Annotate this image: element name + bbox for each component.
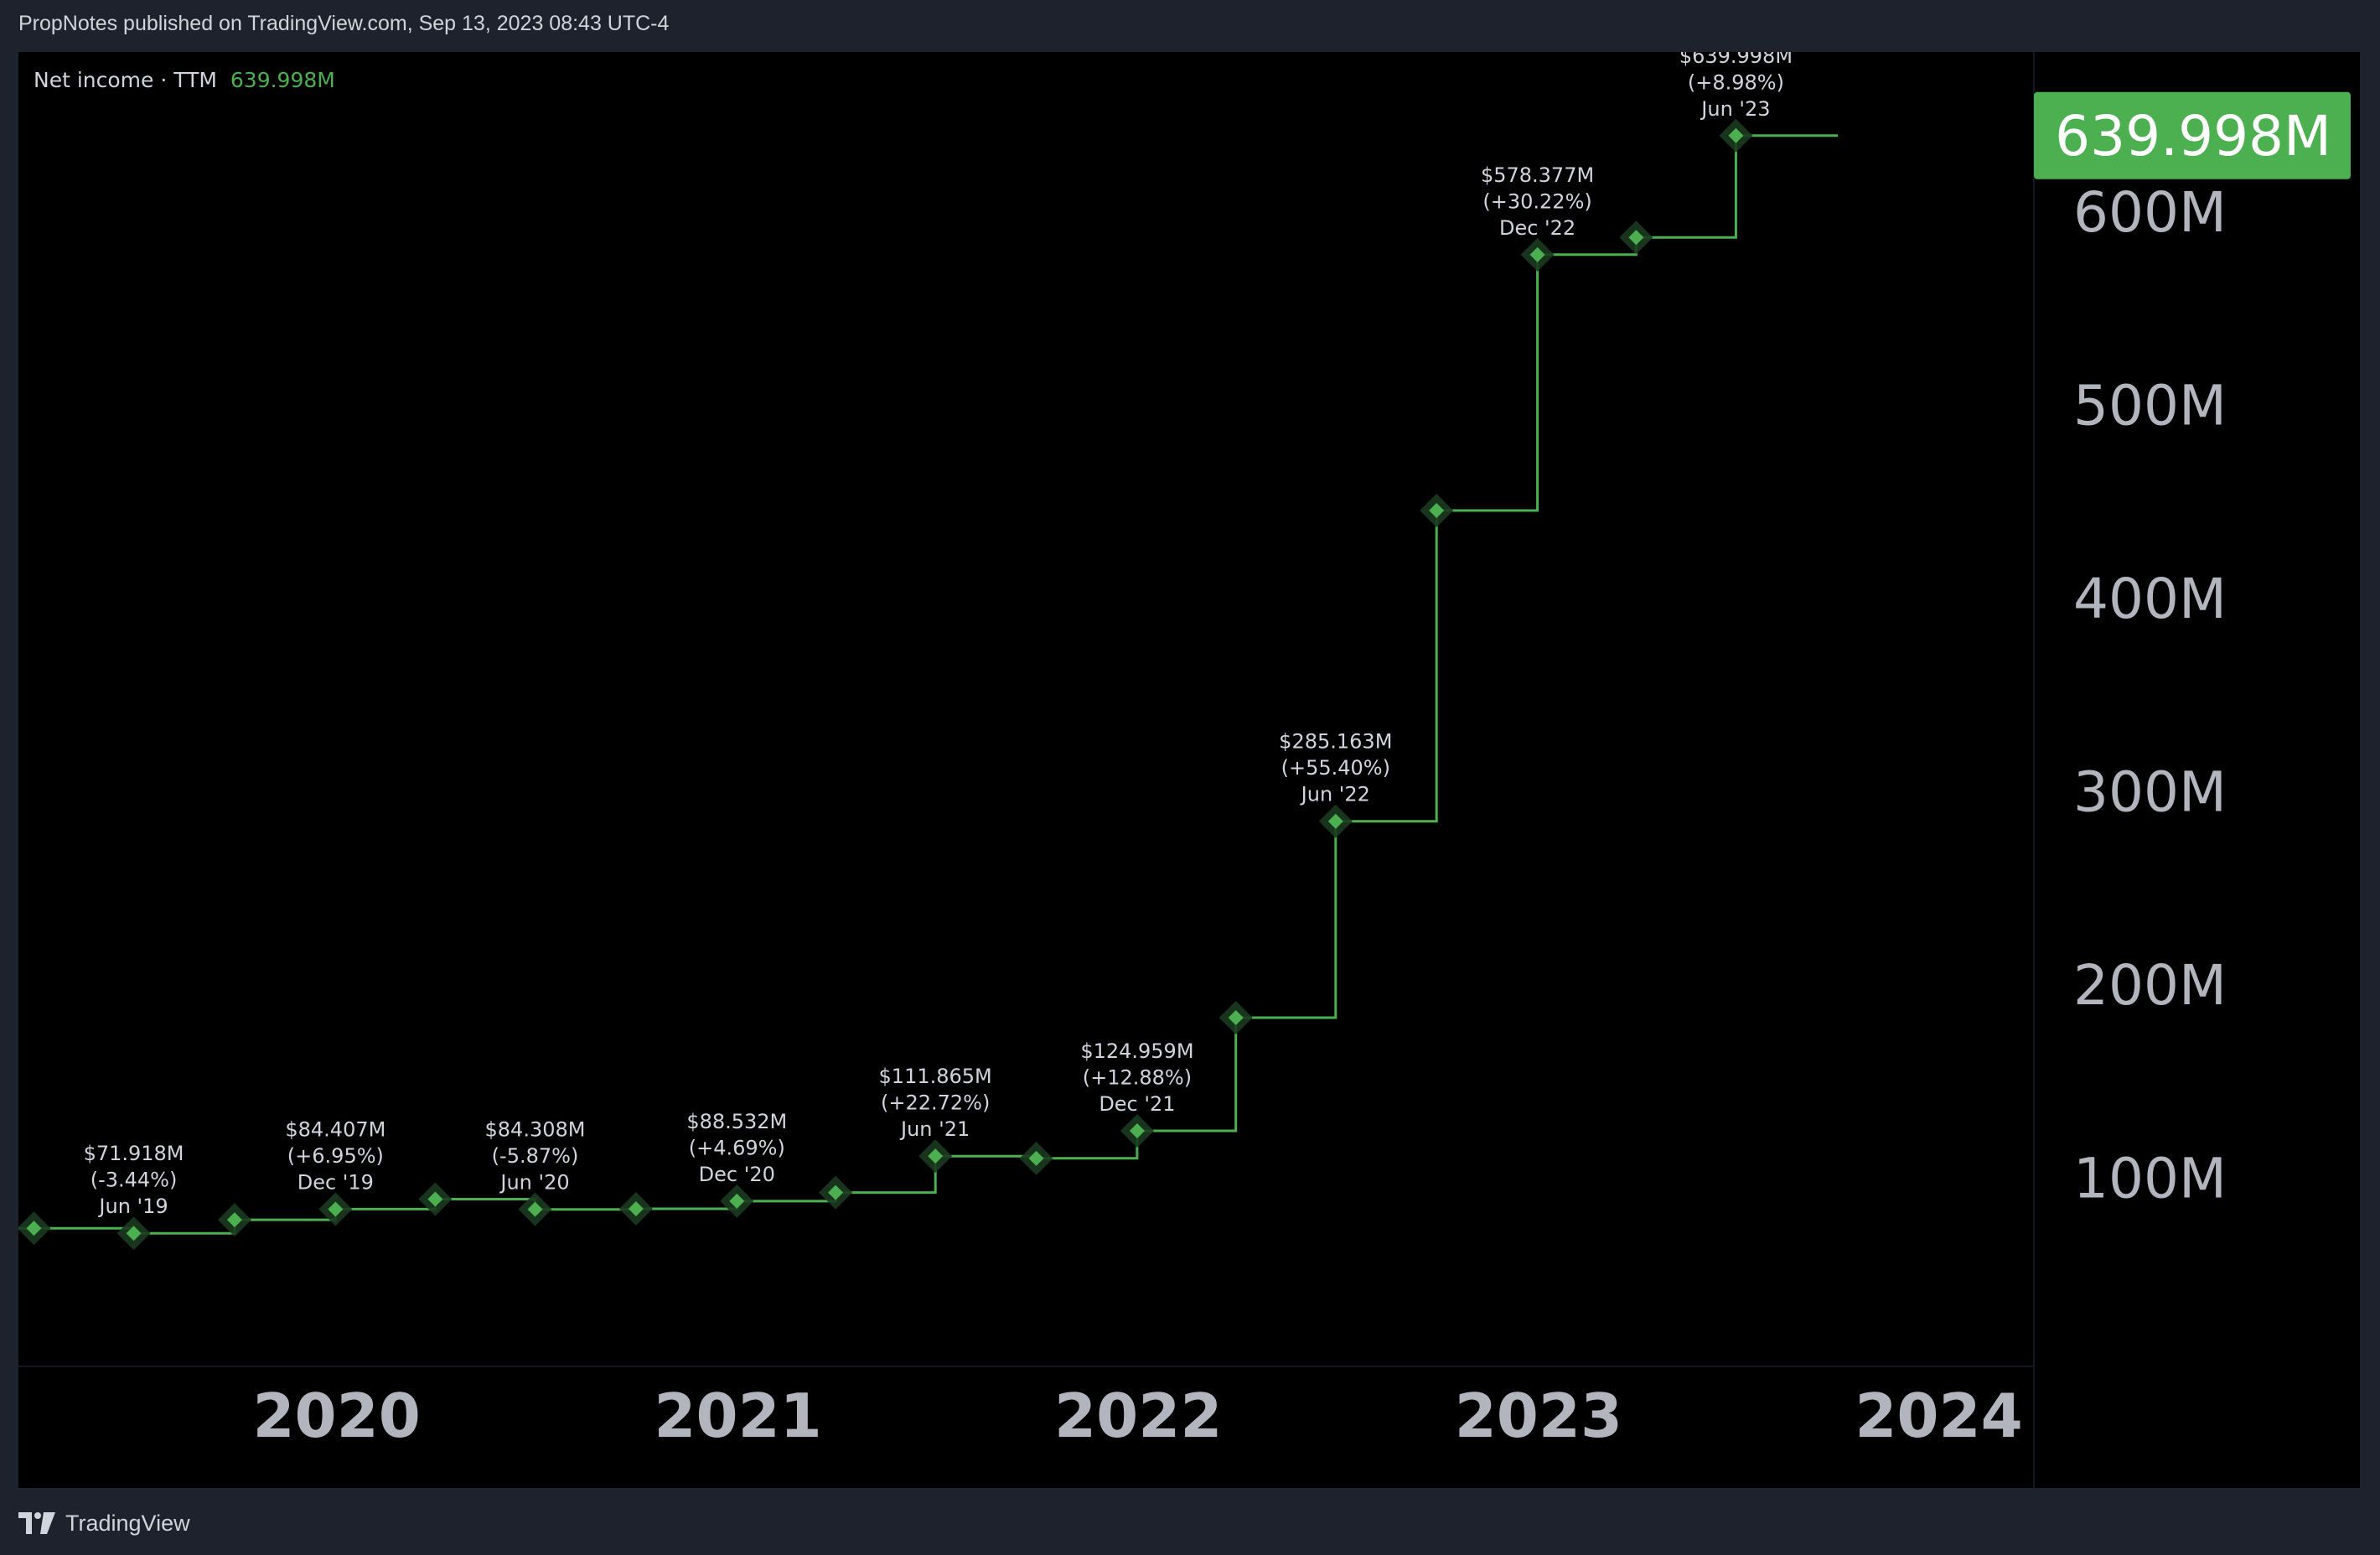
data-point-markers xyxy=(17,118,1753,1251)
time-axis[interactable]: 2020 2021 2022 2023 2024 xyxy=(252,1381,2022,1451)
data-annotation: $285.163M(+55.40%) Jun '22 xyxy=(1279,730,1392,806)
annotation-line: $71.918M xyxy=(84,1142,184,1165)
data-annotation: $71.918M (-3.44%) Jun '19 xyxy=(84,1142,184,1218)
data-point-marker xyxy=(1318,804,1353,838)
x-tick-label: 2023 xyxy=(1455,1381,1622,1451)
annotation-line: $84.308M xyxy=(485,1118,586,1142)
data-point-marker xyxy=(819,1175,853,1210)
data-point-marker xyxy=(418,1182,453,1216)
data-point-marker xyxy=(720,1184,754,1218)
brand-name: TradingView xyxy=(65,1510,190,1536)
annotation-line: (+22.72%) xyxy=(881,1091,990,1115)
data-annotation: $84.407M (+6.95%)Dec '19 xyxy=(285,1117,385,1194)
annotation-line: Jun '21 xyxy=(899,1117,970,1141)
x-tick-label: 2020 xyxy=(252,1381,420,1451)
data-point-marker xyxy=(1019,1141,1053,1175)
annotation-line: (+4.69%) xyxy=(689,1136,785,1159)
annotation-line: $88.532M xyxy=(686,1110,787,1133)
y-tick-label: 100M xyxy=(2073,1147,2227,1211)
data-annotation: $578.377M(+30.22%) Dec '22 xyxy=(1481,163,1594,240)
data-point-marker xyxy=(618,1191,653,1226)
annotation-line: Jun '23 xyxy=(1700,97,1770,121)
annotation-line: Jun '19 xyxy=(97,1195,168,1218)
x-tick-label: 2024 xyxy=(1855,1381,2022,1451)
annotation-line: (+55.40%) xyxy=(1281,756,1390,780)
x-tick-label: 2022 xyxy=(1054,1381,1222,1451)
y-tick-label: 200M xyxy=(2073,953,2227,1018)
annotation-line: $285.163M xyxy=(1279,730,1392,754)
annotation-line: (+12.88%) xyxy=(1083,1065,1192,1089)
y-tick-label: 600M xyxy=(2073,180,2227,245)
legend-series-label: Net income · TTM xyxy=(34,68,217,92)
annotation-line: $84.407M xyxy=(285,1117,385,1141)
y-tick-label: 500M xyxy=(2073,374,2227,438)
chart-container[interactable]: Net income · TTM 639.998M 100M 200M 300M 40… xyxy=(17,44,2360,1488)
annotation-line: $639.998M xyxy=(1679,52,1793,68)
chart-legend: Net income · TTM 639.998M xyxy=(34,68,335,92)
data-point-marker xyxy=(1218,1001,1253,1035)
x-tick-label: 2021 xyxy=(654,1381,821,1451)
data-annotation: $88.532M (+4.69%) Dec '20 xyxy=(686,1110,787,1186)
data-point-marker xyxy=(217,1203,251,1237)
annotation-line: $124.959M xyxy=(1080,1039,1193,1063)
annotation-line: Dec '21 xyxy=(1099,1092,1175,1116)
data-point-marker xyxy=(116,1216,151,1251)
data-point-marker xyxy=(918,1139,953,1174)
annotation-line: (-3.44%) xyxy=(91,1169,178,1192)
y-tick-label: 300M xyxy=(2073,760,2227,825)
price-axis[interactable]: 100M 200M 300M 400M 500M 600M xyxy=(2073,180,2227,1211)
annotation-line: Dec '19 xyxy=(298,1170,374,1194)
annotation-line: $111.865M xyxy=(879,1065,992,1088)
data-point-marker xyxy=(1619,220,1653,255)
annotation-line: Jun '20 xyxy=(499,1171,569,1195)
annotation-line: Jun '22 xyxy=(1300,783,1370,806)
last-price-tag: 639.998M xyxy=(2034,91,2351,179)
chart[interactable]: Net income · TTM 639.998M 100M 200M 300M 40… xyxy=(17,44,2360,1488)
data-annotation: $111.865M (+22.72%)Jun '21 xyxy=(879,1065,992,1141)
annotation-line: Dec '20 xyxy=(699,1163,775,1186)
annotation-line: $578.377M xyxy=(1481,163,1594,187)
data-annotations: $71.918M(-3.44%)Jun '19$84.407M(+6.95%)D… xyxy=(84,44,1793,1218)
data-annotation: $124.959M(+12.88%) Dec '21 xyxy=(1080,1039,1193,1116)
annotation-line: Dec '22 xyxy=(1499,216,1575,240)
tradingview-logo-icon xyxy=(18,1512,55,1534)
data-point-marker xyxy=(1420,493,1454,527)
data-point-marker xyxy=(1520,237,1555,272)
data-point-marker xyxy=(1120,1113,1154,1148)
data-point-marker xyxy=(17,1211,51,1246)
legend-last-value: 639.998M xyxy=(230,68,335,92)
publish-info: PropNotes published on TradingView.com, … xyxy=(18,12,670,35)
data-annotation: $84.308M(-5.87%) Jun '20 xyxy=(485,1118,586,1195)
data-annotation: $639.998M (+8.98%) Jun '23 xyxy=(1679,44,1793,121)
data-point-marker xyxy=(1719,118,1753,153)
data-point-marker xyxy=(318,1192,353,1226)
price-tag-value: 639.998M xyxy=(2055,104,2331,168)
annotation-line: (+30.22%) xyxy=(1482,189,1591,213)
annotation-line: (-5.87%) xyxy=(492,1144,579,1168)
footer-brand[interactable]: TradingView xyxy=(18,1506,190,1540)
y-tick-label: 400M xyxy=(2073,567,2227,631)
price-tag-background xyxy=(2034,91,2351,179)
annotation-line: (+6.95%) xyxy=(287,1144,384,1168)
annotation-line: (+8.98%) xyxy=(1688,70,1784,94)
data-point-marker xyxy=(518,1192,552,1226)
